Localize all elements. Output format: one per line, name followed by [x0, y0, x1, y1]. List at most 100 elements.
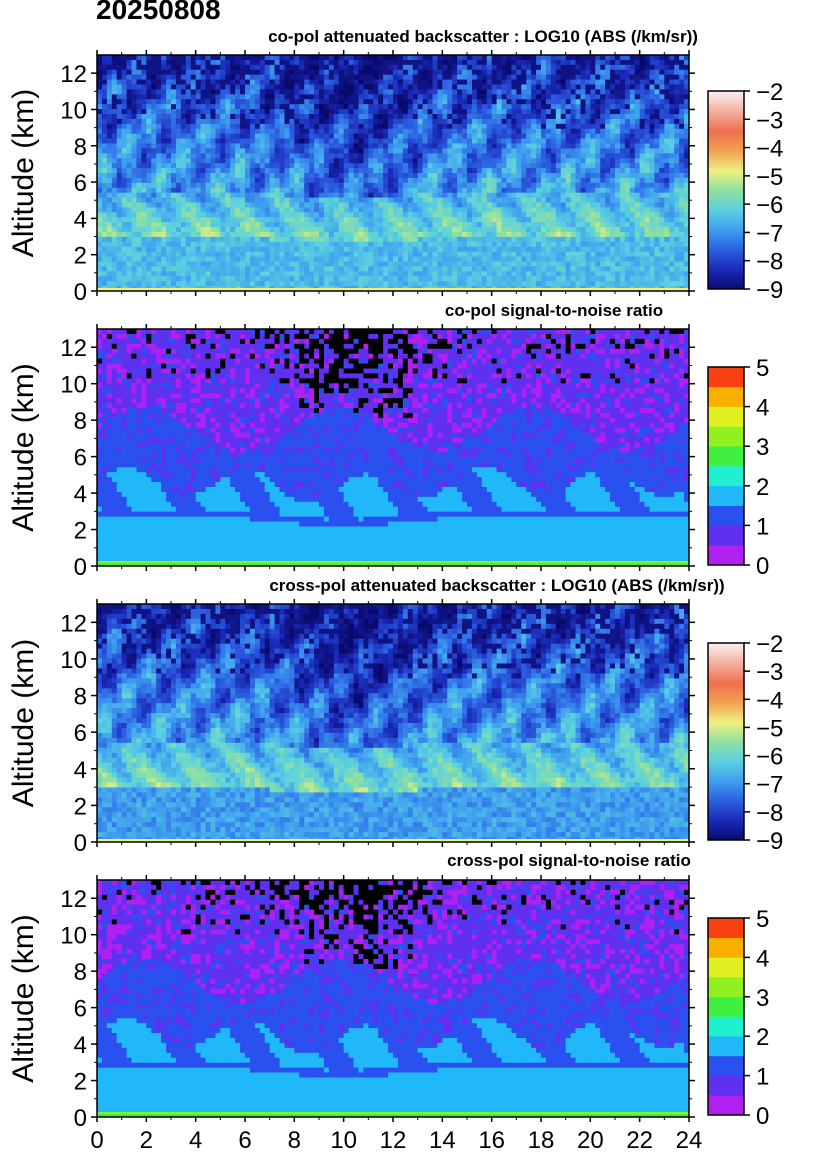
heatmap-cell: [156, 143, 162, 149]
heatmap-cell: [225, 64, 231, 71]
heatmap-cell: [506, 153, 512, 159]
heatmap-cell: [432, 114, 438, 120]
heatmap-cell: [437, 55, 443, 61]
heatmap-cell: [550, 109, 557, 115]
heatmap-cell: [501, 232, 507, 238]
heatmap-cell: [575, 69, 581, 76]
heatmap-cell: [215, 69, 221, 76]
heatmap-cell: [629, 89, 636, 95]
heatmap-cell: [210, 197, 216, 203]
heatmap-cell: [457, 236, 463, 243]
heatmap-cell: [634, 207, 641, 213]
heatmap-cell: [284, 168, 290, 174]
heatmap-cell: [185, 109, 192, 115]
heatmap-cell: [215, 59, 221, 66]
heatmap-cell: [274, 246, 280, 253]
heatmap-cell: [452, 148, 458, 154]
heatmap-cell: [146, 232, 152, 238]
heatmap-cell: [481, 222, 488, 228]
heatmap-cell: [373, 123, 379, 130]
heatmap-cell: [190, 143, 197, 149]
heatmap-cell: [185, 79, 192, 85]
heatmap-cell: [363, 64, 369, 71]
heatmap-cell: [506, 241, 512, 248]
heatmap-cell: [467, 158, 473, 164]
heatmap-cell: [550, 197, 557, 203]
heatmap-cell: [393, 163, 399, 169]
heatmap-cell: [600, 74, 606, 80]
heatmap-cell: [131, 59, 137, 66]
heatmap-cell: [338, 153, 345, 159]
heatmap-cell: [511, 104, 517, 110]
heatmap-cell: [412, 256, 419, 262]
heatmap-cell: [131, 84, 137, 90]
heatmap-cell: [555, 138, 562, 144]
heatmap-cell: [644, 173, 650, 179]
heatmap-cell: [116, 246, 123, 253]
heatmap-cell: [481, 217, 488, 223]
heatmap-cell: [378, 74, 384, 80]
heatmap-cell: [427, 182, 433, 189]
heatmap-cell: [476, 114, 483, 120]
heatmap-cell: [644, 246, 650, 253]
heatmap-cell: [156, 232, 162, 238]
heatmap-cell: [294, 212, 300, 218]
heatmap-cell: [605, 74, 611, 80]
heatmap-cell: [393, 197, 399, 203]
heatmap-cell: [610, 251, 616, 257]
heatmap-cell: [378, 118, 384, 125]
heatmap-cell: [363, 197, 369, 203]
heatmap-cell: [101, 256, 108, 262]
heatmap-cell: [294, 232, 300, 238]
heatmap-cell: [432, 177, 438, 184]
heatmap-cell: [185, 123, 192, 130]
heatmap-cell: [254, 118, 261, 125]
heatmap-cell: [328, 69, 335, 76]
heatmap-cell: [457, 148, 463, 154]
heatmap-cell: [279, 114, 285, 120]
heatmap-cell: [521, 158, 527, 164]
heatmap-cell: [402, 114, 409, 120]
heatmap-cell: [373, 128, 379, 135]
heatmap-cell: [274, 114, 280, 120]
heatmap-cell: [536, 55, 542, 61]
heatmap-cell: [314, 128, 320, 135]
heatmap-cell: [264, 163, 271, 169]
heatmap-cell: [195, 158, 201, 164]
heatmap-cell: [353, 128, 359, 135]
heatmap-cell: [264, 99, 271, 105]
heatmap-cell: [294, 202, 300, 208]
heatmap-cell: [555, 227, 562, 233]
heatmap-cell: [205, 64, 211, 71]
heatmap-cell: [457, 227, 463, 233]
heatmap-cell: [383, 59, 389, 66]
heatmap-cell: [171, 173, 177, 179]
heatmap-cell: [210, 69, 216, 76]
heatmap-cell: [333, 182, 340, 189]
heatmap-cell: [629, 212, 636, 218]
heatmap-cell: [565, 251, 571, 257]
heatmap-cell: [205, 168, 211, 174]
heatmap-cell: [496, 104, 502, 110]
heatmap-cell: [447, 123, 453, 130]
heatmap-cell: [225, 232, 231, 238]
heatmap-cell: [447, 207, 453, 213]
heatmap-cell: [240, 89, 246, 95]
heatmap-cell: [639, 163, 645, 169]
heatmap-cell: [402, 236, 409, 243]
heatmap-cell: [467, 202, 473, 208]
heatmap-cell: [264, 143, 271, 149]
heatmap-cell: [511, 143, 517, 149]
heatmap-cell: [417, 192, 423, 198]
heatmap-cell: [151, 202, 157, 208]
heatmap-cell: [171, 246, 177, 253]
heatmap-cell: [205, 202, 211, 208]
heatmap-cell: [526, 177, 532, 184]
heatmap-cell: [136, 84, 142, 90]
heatmap-cell: [166, 69, 172, 76]
heatmap-cell: [171, 217, 177, 223]
heatmap-cell: [378, 163, 384, 169]
heatmap-cell: [245, 89, 251, 95]
heatmap-cell: [654, 182, 660, 189]
heatmap-cell: [649, 241, 655, 248]
